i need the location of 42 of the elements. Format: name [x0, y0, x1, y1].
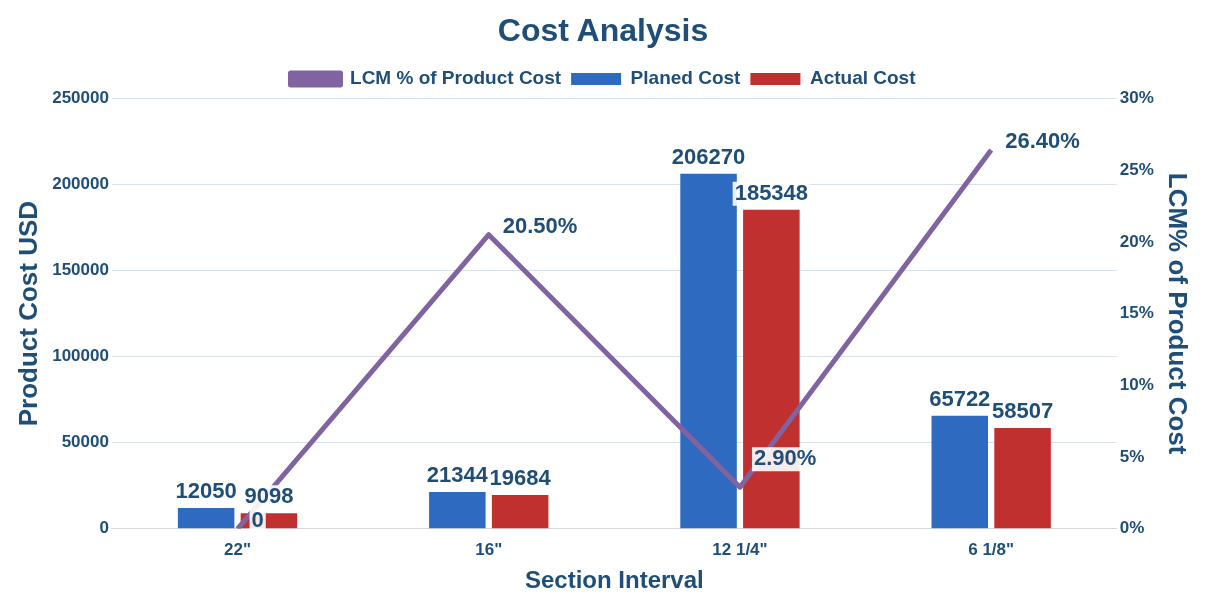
- data-label: 65722: [929, 385, 991, 411]
- y2-tick-label: 25%: [1119, 159, 1154, 179]
- y-tick-label: 150000: [52, 260, 109, 280]
- y2-tick-label: 20%: [1119, 231, 1154, 251]
- x-tick-label: 6 1/8": [968, 539, 1015, 559]
- legend-label: Actual Cost: [809, 67, 917, 89]
- x-axis-title: Section Interval: [524, 566, 704, 594]
- y2-tick-label: 15%: [1119, 303, 1154, 323]
- y-tick-label: 50000: [61, 432, 109, 452]
- y-tick-label: 250000: [52, 88, 109, 108]
- x-tick-label: 22": [224, 539, 252, 559]
- data-label: 2.90%: [753, 445, 817, 471]
- y2-tick-label: 10%: [1119, 375, 1154, 395]
- data-label: 9098: [244, 483, 294, 509]
- y-tick-label: 200000: [52, 174, 109, 194]
- y2-tick-label: 30%: [1119, 88, 1154, 108]
- bar: [429, 492, 486, 529]
- legend-label: LCM % of Product Cost: [350, 67, 562, 89]
- x-tick-label: 12 1/4": [712, 539, 768, 559]
- data-label: 206270: [671, 143, 746, 169]
- bar: [491, 494, 549, 529]
- data-label: 12050: [175, 478, 237, 504]
- data-label: 26.40%: [1005, 128, 1080, 154]
- y2-axis-title: LCM% of Product Cost: [1163, 172, 1194, 455]
- legend-label: Planed Cost: [630, 67, 742, 89]
- y2-tick-label: 0%: [1119, 518, 1145, 538]
- data-label: 21344: [426, 462, 489, 488]
- x-tick-label: 16": [475, 539, 503, 559]
- data-label: 0: [251, 506, 264, 532]
- bar: [177, 508, 235, 529]
- bar: [994, 428, 1051, 529]
- y-axis-title: Product Cost USD: [12, 200, 43, 427]
- data-label: 185348: [734, 179, 809, 205]
- data-label: 58507: [991, 398, 1054, 424]
- y2-tick-label: 5%: [1119, 446, 1145, 466]
- bar: [680, 173, 737, 529]
- data-label: 20.50%: [502, 212, 578, 238]
- bar: [931, 415, 989, 529]
- y-tick-label: 0: [99, 518, 109, 538]
- data-label: 19684: [489, 464, 552, 490]
- y-tick-label: 100000: [52, 346, 109, 366]
- chart-title: Cost Analysis: [497, 12, 709, 49]
